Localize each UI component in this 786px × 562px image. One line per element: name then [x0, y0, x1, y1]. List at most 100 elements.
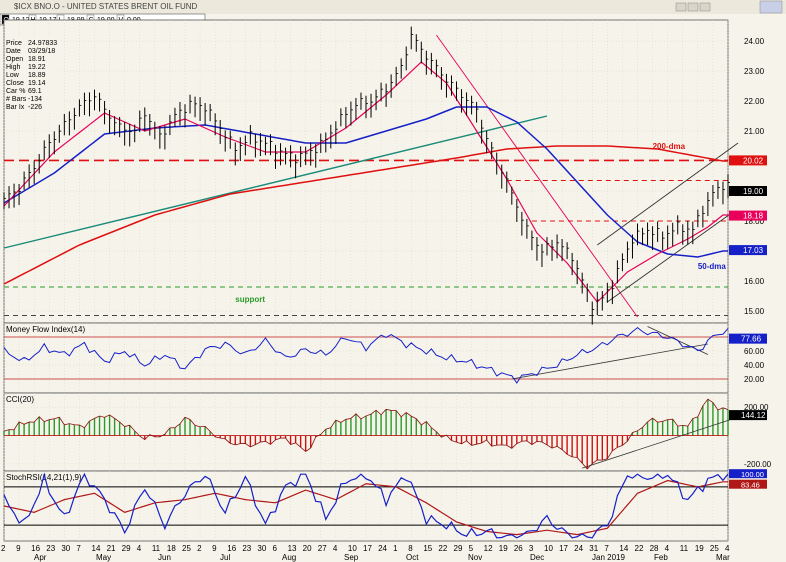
price-bar — [229, 130, 233, 149]
price-bar — [712, 185, 715, 207]
price-bar — [295, 154, 298, 179]
price-bar — [219, 119, 223, 144]
price-bar — [8, 186, 12, 209]
x-tick-label: 16 — [31, 544, 40, 553]
x-tick-label: 18 — [167, 544, 176, 553]
mfi-marker: 77.66 — [729, 333, 767, 344]
x-tick-label: 22 — [438, 544, 447, 553]
price-bar — [290, 145, 293, 168]
panel-frame — [3, 322, 729, 394]
x-tick-label: 19 — [499, 544, 508, 553]
price-bar — [13, 183, 17, 208]
stoch-marker-label: 100.00 — [741, 470, 764, 479]
price-bar — [204, 103, 208, 126]
y-tick-label: 20.00 — [744, 375, 765, 384]
price-bar — [450, 75, 454, 96]
x-tick-label: 30 — [257, 544, 266, 553]
close-icon[interactable] — [699, 2, 711, 12]
price-bar — [310, 142, 313, 166]
price-bar — [355, 97, 358, 120]
y-tick-label: 23.00 — [744, 67, 765, 76]
price-bar — [591, 301, 595, 325]
price-bar — [63, 114, 67, 136]
month-label: Nov — [468, 553, 482, 562]
info-label: Bar Ix — [6, 104, 25, 111]
price-bar — [269, 134, 273, 156]
x-tick-label: 23 — [46, 544, 55, 553]
price-bar — [677, 215, 680, 235]
price-bar — [461, 89, 464, 113]
price-bar — [722, 181, 725, 205]
price-bar — [300, 146, 303, 168]
stoch-marker-label: 83.46 — [741, 481, 760, 490]
price-bar — [707, 192, 710, 217]
y-tick-label: 60.00 — [744, 347, 765, 356]
info-label: High — [6, 64, 21, 71]
month-label: Dec — [530, 553, 544, 562]
info-value: -226 — [28, 104, 42, 111]
y-tick-label: 200.00 — [744, 403, 769, 412]
cci-line — [3, 398, 729, 470]
price-bar — [511, 186, 514, 205]
restore-icon[interactable] — [687, 2, 699, 12]
x-tick-label: 24 — [378, 544, 387, 553]
price-bar — [280, 143, 283, 166]
price-bar — [43, 140, 47, 161]
price-bar — [99, 92, 102, 112]
price-bar — [73, 107, 77, 130]
price-bar — [239, 137, 243, 161]
x-tick-label: 14 — [619, 544, 628, 553]
x-tick-label: 30 — [61, 544, 70, 553]
price-bar — [350, 101, 353, 126]
x-axis: 2 9 16 23 30 7 14 21 29 4 11 18 25 2 9 16 23 30 6 13 20 27 4 10… — [1, 544, 730, 562]
month-label: Feb — [654, 553, 668, 562]
price-bar — [370, 93, 374, 118]
price-bar — [672, 222, 675, 247]
price-bar — [496, 152, 499, 175]
x-tick-label: 2 — [197, 544, 202, 553]
price-marker-label: 19.00 — [743, 187, 764, 196]
price-marker-label: 20.02 — [743, 156, 764, 165]
x-tick-label: 7 — [76, 544, 81, 553]
zoom-icon — [759, 0, 783, 14]
price-marker-box — [729, 210, 767, 221]
price-bar — [626, 241, 630, 263]
x-tick-label: 5 — [469, 544, 474, 553]
price-bar — [717, 181, 720, 199]
info-label: Car % — [6, 88, 25, 95]
minimize-icon[interactable] — [675, 2, 687, 12]
mfi-trendline — [511, 343, 708, 380]
x-tick-label: 1 — [393, 544, 398, 553]
price-bar — [360, 92, 363, 110]
price-bar — [53, 131, 57, 155]
price-bar — [471, 95, 474, 115]
price-bar — [48, 134, 52, 158]
panel-stoch: StochRSI(14,21(1),9) — [3, 470, 729, 542]
price-marker: 19.00 — [729, 186, 767, 196]
price-bar — [285, 147, 288, 165]
price-bar — [385, 83, 389, 107]
price-bar — [68, 111, 72, 136]
price-bar — [184, 104, 187, 128]
y-tick-label: -200.00 — [744, 460, 772, 469]
price-bar — [224, 130, 228, 152]
price-bar — [340, 108, 343, 127]
price-bar — [662, 231, 665, 251]
x-tick-label: 26 — [514, 544, 523, 553]
x-tick-label: 19 — [695, 544, 704, 553]
price-bar — [576, 260, 580, 285]
price-bar — [28, 164, 32, 188]
info-value: 18.89 — [28, 72, 46, 79]
mfi-marker-label: 77.66 — [741, 335, 762, 344]
price-bar — [601, 291, 605, 311]
x-tick-label: 16 — [227, 544, 236, 553]
price-bar — [430, 52, 434, 75]
price-bar — [652, 226, 655, 251]
x-tick-label: 31 — [589, 544, 598, 553]
price-bar — [249, 125, 253, 145]
price-bar — [129, 123, 132, 147]
price-bar — [305, 146, 308, 166]
price-bar — [174, 107, 177, 127]
panel-mfi: 20.00 40.00 60.00 Money Flow Index(14) — [3, 322, 765, 394]
price-bar — [445, 73, 449, 98]
